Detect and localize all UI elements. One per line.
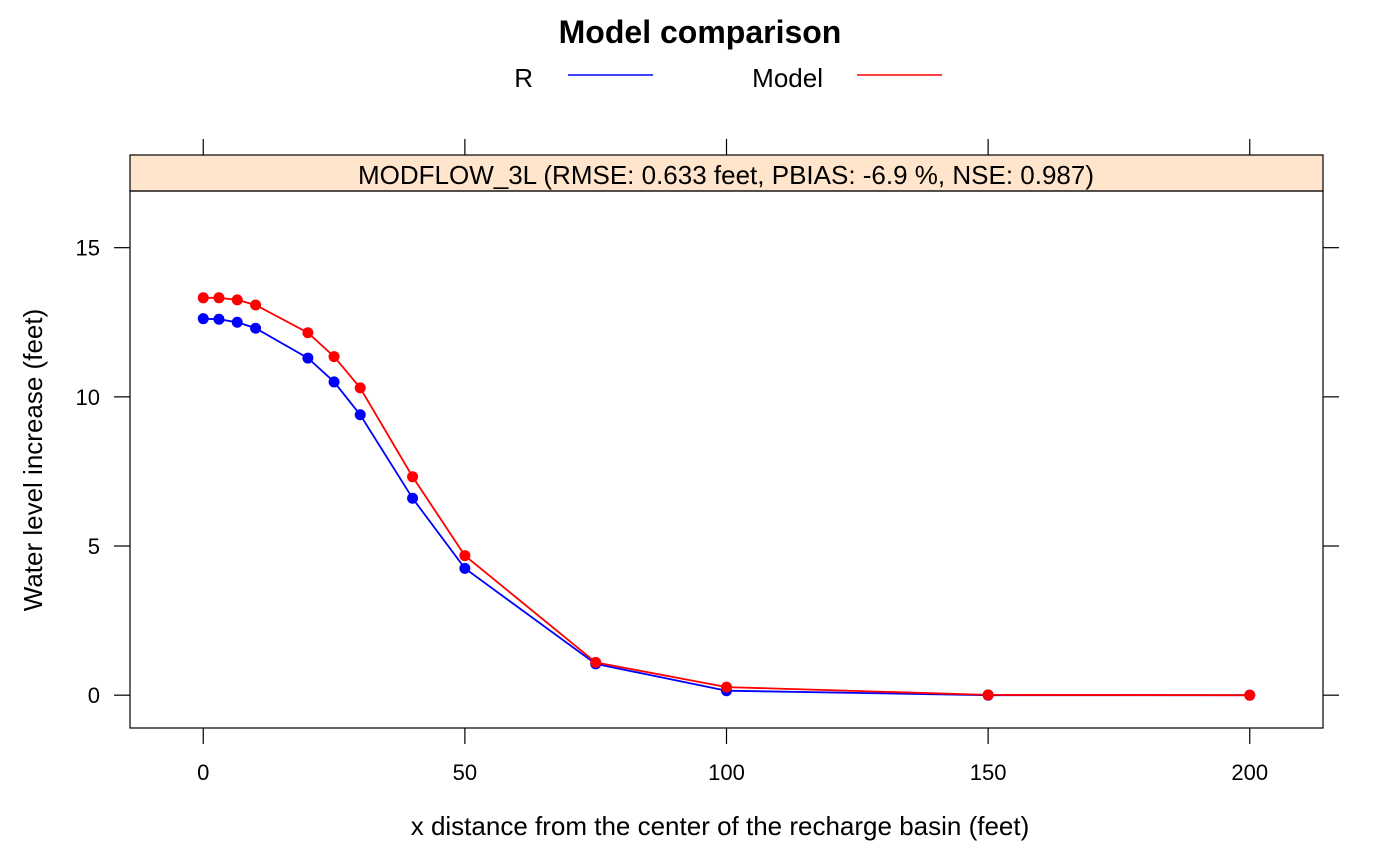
series-line-model bbox=[203, 296, 1250, 697]
x-tick-label: 100 bbox=[708, 760, 745, 785]
data-point-model bbox=[982, 689, 994, 701]
data-point-r bbox=[231, 316, 243, 328]
data-point-r bbox=[197, 313, 209, 325]
panel-strip bbox=[129, 154, 1324, 192]
legend: R Model bbox=[514, 63, 942, 93]
y-tick-label: 0 bbox=[88, 683, 100, 708]
data-point-model bbox=[590, 656, 602, 668]
legend-label-r: R bbox=[514, 63, 533, 93]
data-point-model bbox=[302, 327, 314, 339]
x-axis-label: x distance from the center of the rechar… bbox=[411, 811, 1030, 841]
y-axis: 0 5 10 15 bbox=[76, 236, 1339, 708]
data-point-model bbox=[328, 351, 340, 363]
data-point-model bbox=[407, 471, 419, 483]
x-tick-label: 150 bbox=[970, 760, 1007, 785]
data-point-model bbox=[250, 299, 262, 311]
data-point-r bbox=[354, 409, 366, 421]
data-point-model bbox=[1244, 689, 1256, 701]
y-axis-label: Water level increase (feet) bbox=[18, 309, 48, 611]
series-layer bbox=[197, 292, 1256, 701]
data-point-model bbox=[197, 292, 209, 304]
chart-title: Model comparison bbox=[559, 14, 842, 50]
panel-strip-label: MODFLOW_3L (RMSE: 0.633 feet, PBIAS: -6.… bbox=[358, 160, 1094, 190]
data-point-r bbox=[213, 313, 225, 325]
x-tick-label: 0 bbox=[197, 760, 209, 785]
data-point-r bbox=[250, 322, 262, 334]
y-tick-label: 10 bbox=[76, 385, 100, 410]
data-point-model bbox=[213, 292, 225, 304]
y-tick-label: 5 bbox=[88, 534, 100, 559]
data-point-model bbox=[721, 681, 732, 693]
x-tick-label: 50 bbox=[453, 760, 477, 785]
data-point-model bbox=[354, 382, 366, 394]
data-point-model bbox=[231, 294, 243, 306]
series-line-r bbox=[203, 317, 1250, 697]
plot-area bbox=[129, 190, 1324, 729]
x-axis: 0 50 100 150 200 bbox=[197, 139, 1268, 785]
legend-label-model: Model bbox=[752, 63, 823, 93]
y-tick-label: 15 bbox=[76, 236, 100, 261]
data-point-r bbox=[302, 352, 314, 364]
data-point-r bbox=[459, 562, 471, 574]
x-tick-label: 200 bbox=[1231, 760, 1268, 785]
data-point-r bbox=[328, 376, 340, 388]
data-point-model bbox=[459, 550, 471, 562]
data-point-r bbox=[407, 492, 419, 504]
